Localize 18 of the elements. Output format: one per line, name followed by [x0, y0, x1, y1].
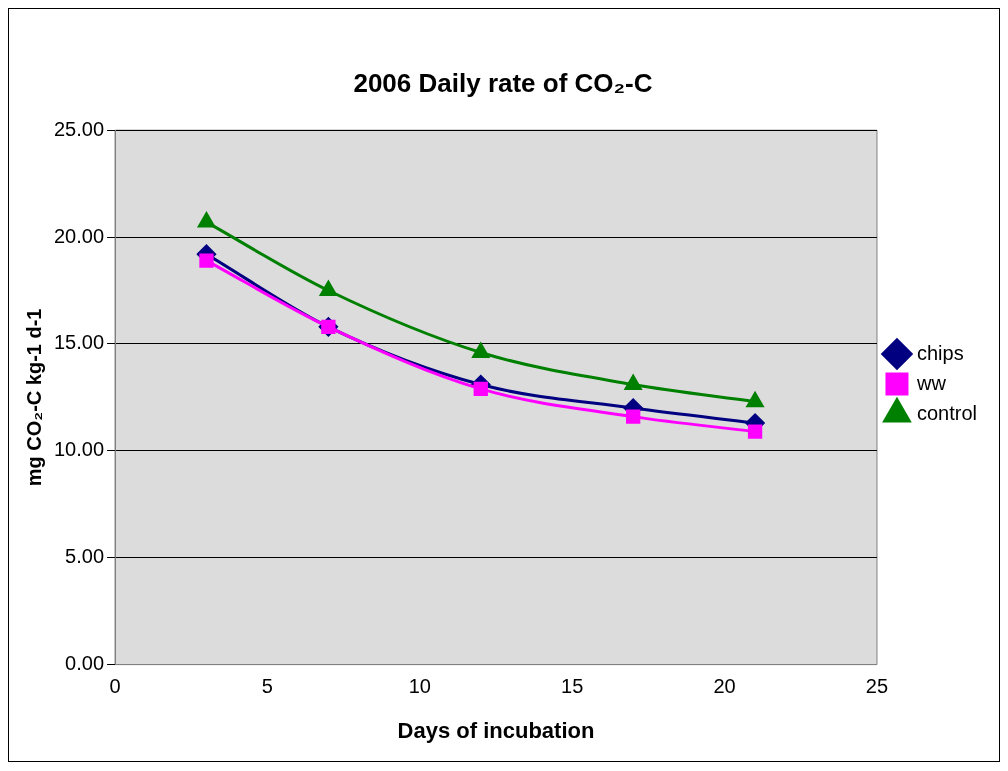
legend-label: ww	[915, 371, 947, 394]
x-tick-label: 10	[408, 675, 431, 698]
y-tick-label: 20.00	[53, 224, 105, 247]
x-tick-label: 25	[865, 675, 889, 698]
y-tick-label: 10.00	[53, 438, 105, 461]
legend-label: chips	[916, 341, 964, 364]
x-tick-label: 5	[261, 675, 273, 698]
y-tick-label: 5.00	[65, 545, 105, 568]
y-tick-label: 0.00	[65, 652, 105, 675]
y-axis-title: mg CO₂-C kg-1 d-1	[22, 308, 45, 487]
chart-title: 2006 Daily rate of CO₂-C	[353, 67, 653, 98]
legend-label: control	[916, 401, 977, 424]
x-axis-title: Days of incubation	[397, 717, 595, 743]
x-tick-label: 0	[109, 675, 121, 698]
y-tick-label: 15.00	[53, 331, 105, 354]
y-tick-label: 25.00	[53, 117, 105, 140]
x-tick-label: 20	[713, 675, 736, 698]
x-tick-label: 15	[561, 675, 584, 698]
